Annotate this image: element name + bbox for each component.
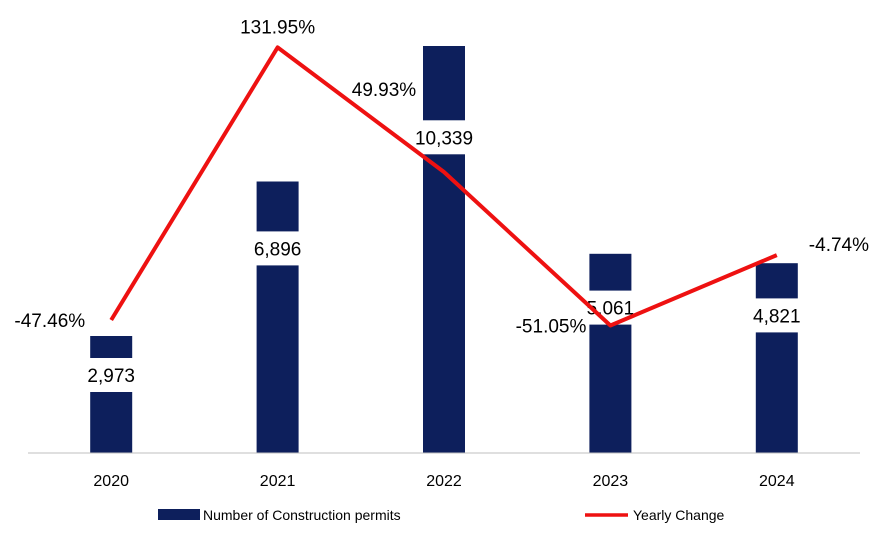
yearly-change-line — [109, 45, 778, 328]
bar-2022 — [423, 46, 465, 453]
legend-bar-label: Number of Construction permits — [203, 507, 401, 523]
yearly-change-labels: -47.46% 131.95% 49.93% -51.05% -4.74% — [14, 17, 869, 337]
bar-label-bg-2021 — [247, 231, 309, 266]
x-tick-2022: 2022 — [426, 473, 462, 490]
bar-label-bg-2020 — [80, 358, 142, 392]
change-label-2020: -47.46% — [14, 311, 85, 332]
bar-label-bg-2024 — [746, 298, 808, 333]
x-tick-2023: 2023 — [593, 473, 629, 490]
bar-2023 — [589, 253, 632, 453]
legend-bar-swatch — [158, 509, 200, 520]
bar-label-bg-2022 — [408, 120, 480, 155]
change-label-2021: 131.95% — [240, 17, 315, 38]
bar-label-2021: 6,896 — [254, 239, 302, 260]
x-tick-2020: 2020 — [93, 473, 129, 490]
bar-2021 — [256, 181, 299, 453]
legend-line-label: Yearly Change — [633, 507, 725, 523]
bar-2020 — [90, 336, 133, 453]
legend: Number of Construction permits Yearly Ch… — [158, 507, 725, 523]
x-tick-2024: 2024 — [759, 473, 795, 490]
change-label-2022: 49.93% — [352, 80, 417, 101]
x-tick-labels: 2020 2021 2022 2023 2024 — [93, 473, 794, 490]
bar-2024 — [755, 263, 798, 453]
bar-label-2022: 10,339 — [415, 128, 473, 149]
bar-label-2024: 4,821 — [753, 306, 801, 327]
change-label-2024: -4.74% — [809, 235, 869, 256]
x-tick-2021: 2021 — [260, 473, 296, 490]
change-label-2023: -51.05% — [516, 317, 587, 338]
bar-label-2020: 2,973 — [87, 366, 135, 387]
bars-layer — [90, 46, 798, 453]
